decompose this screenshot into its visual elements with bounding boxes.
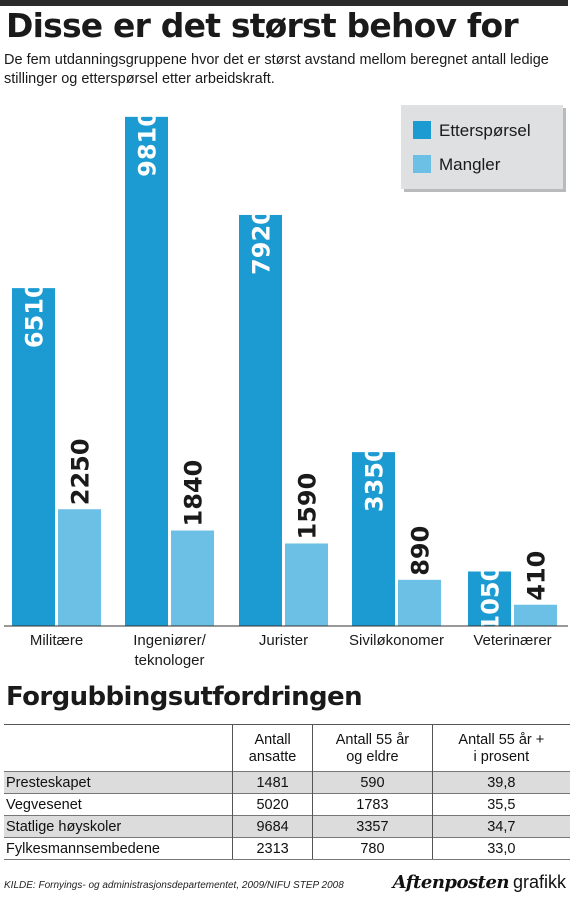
bar-demand (468, 571, 511, 626)
table-cell: 34,7 (431, 815, 570, 838)
bar-demand (125, 116, 168, 627)
legend-box (401, 105, 563, 189)
value-label: 7920 (248, 208, 276, 275)
legend-label: Mangler (439, 155, 501, 174)
table-cell: 1783 (312, 793, 433, 816)
category-label: Siviløkonomer (349, 632, 444, 649)
table-row: Fylkesmannsembedene 2313 780 33,0 (4, 837, 570, 860)
aging-table: Antall ansatte Antall 55 år og eldre Ant… (4, 724, 570, 860)
table-cell-name: Fylkesmannsembedene (4, 837, 233, 860)
table-cell: 33,0 (431, 837, 570, 860)
bar-demand (352, 452, 395, 626)
page-subtitle: De fem utdanningsgruppene hvor det er st… (4, 52, 549, 87)
table-cell: 780 (312, 837, 433, 860)
bar-chart: 6510 2250 Militære 9810 1840 Ingeniører/tekno… (4, 105, 568, 669)
value-label: 1840 (180, 460, 208, 527)
table-cell: 35,5 (431, 793, 570, 816)
category-label: teknologer (134, 652, 204, 669)
table-cell: 590 (312, 771, 433, 794)
header-line: Antall 55 år (335, 732, 410, 748)
source-note: KILDE: Fornyings- og administrasjonsdepa… (4, 880, 344, 891)
value-label: 9810 (134, 110, 162, 177)
table-header-employees: Antall ansatte (231, 724, 313, 772)
brand-suffix: grafikk (512, 872, 566, 892)
category-label: Militære (30, 632, 83, 649)
value-label: 6510 (21, 281, 49, 348)
value-label: 3350 (361, 445, 389, 512)
table-cell-name: Vegvesenet (4, 793, 233, 816)
legend-swatch (413, 121, 431, 139)
table-cell: 39,8 (431, 771, 570, 794)
header-line: Antall (254, 732, 291, 748)
page-title: Disse er det størst behov for (6, 6, 519, 45)
table-cell: 2313 (231, 837, 313, 860)
bar-demand (12, 288, 55, 626)
top-rule (0, 0, 568, 6)
brand-logo: Aftenposten grafikk (393, 872, 566, 893)
bar-shortage (398, 579, 441, 626)
bar-shortage (58, 509, 101, 626)
header-line: ansatte (248, 749, 297, 765)
value-label: 890 (407, 526, 435, 576)
category-label: Jurister (259, 632, 308, 649)
table-row: Statlige høyskoler 9684 3357 34,7 (4, 815, 570, 838)
header-line: i prosent (473, 749, 530, 765)
table-row: Vegvesenet 5020 1783 35,5 (4, 793, 570, 816)
category-label: Veterinærer (473, 632, 551, 649)
value-label: 1590 (294, 473, 322, 540)
header-line: og eldre (346, 749, 399, 765)
table-header-blank (4, 724, 233, 772)
table-cell: 1481 (231, 771, 313, 794)
table-header-percent: Antall 55 år + i prosent (431, 724, 570, 772)
legend-swatch (413, 155, 431, 173)
table-cell-name: Presteskapet (4, 771, 233, 794)
header-line: Antall 55 år + (458, 732, 545, 748)
table-header-55plus: Antall 55 år og eldre (312, 724, 433, 772)
table-title: Forgubbingsutfordringen (6, 682, 363, 712)
value-label: 410 (523, 551, 551, 601)
bar-demand (239, 214, 282, 626)
table-cell: 9684 (231, 815, 313, 838)
table-row: Presteskapet 1481 590 39,8 (4, 771, 570, 794)
category-label: Ingeniører/ (133, 632, 206, 649)
table-cell: 5020 (231, 793, 313, 816)
bar-shortage (285, 543, 328, 626)
value-label: 1050 (477, 565, 505, 632)
legend-label: Etterspørsel (439, 121, 531, 140)
table-cell-name: Statlige høyskoler (4, 815, 233, 838)
table-cell: 3357 (312, 815, 433, 838)
table-header-row: Antall ansatte Antall 55 år og eldre Ant… (4, 724, 570, 772)
bar-shortage (171, 530, 214, 626)
value-label: 2250 (67, 438, 95, 505)
bar-shortage (514, 604, 557, 626)
brand-name: Aftenposten (392, 872, 510, 893)
